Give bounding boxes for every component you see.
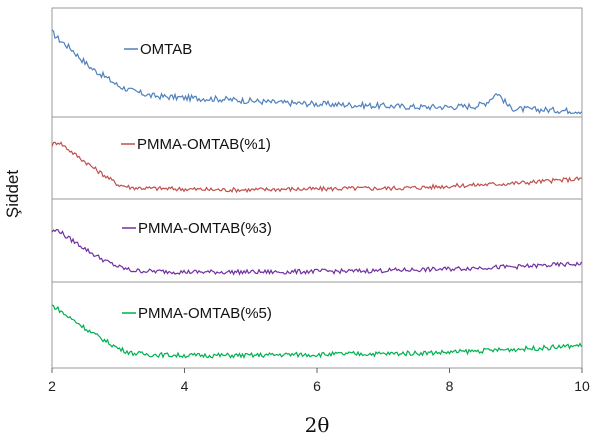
panel-1: OMTAB <box>51 7 583 118</box>
legend-label: OMTAB <box>140 41 192 58</box>
legend-label: PMMA-OMTAB(%1) <box>137 136 271 153</box>
series-line <box>51 228 583 276</box>
x-tick-label: 4 <box>181 378 189 394</box>
series-line <box>51 29 582 115</box>
legend-label: PMMA-OMTAB(%5) <box>138 305 272 322</box>
series-line <box>51 304 583 359</box>
legend-label: PMMA-OMTAB(%3) <box>138 220 272 237</box>
panel-3: PMMA-OMTAB(%3) <box>51 198 583 283</box>
x-tick-label: 2 <box>48 378 56 394</box>
panel-2: PMMA-OMTAB(%1) <box>51 116 583 200</box>
x-tick-label: 8 <box>446 378 454 394</box>
x-axis-title: 2θ <box>305 413 330 437</box>
series-line <box>51 141 582 194</box>
x-tick-label: 10 <box>574 378 590 394</box>
panel-4: PMMA-OMTAB(%5) <box>51 281 583 369</box>
x-axis: 2 4 6 8 10 <box>48 368 590 394</box>
panels-group: OMTAB PMMA-OMTAB(%1) PMMA-OMTAB(%3) PMMA-OM… <box>51 7 583 369</box>
x-tick-label: 6 <box>313 378 321 394</box>
y-axis-title: Şiddet <box>3 170 22 218</box>
panel-frame <box>51 281 583 369</box>
